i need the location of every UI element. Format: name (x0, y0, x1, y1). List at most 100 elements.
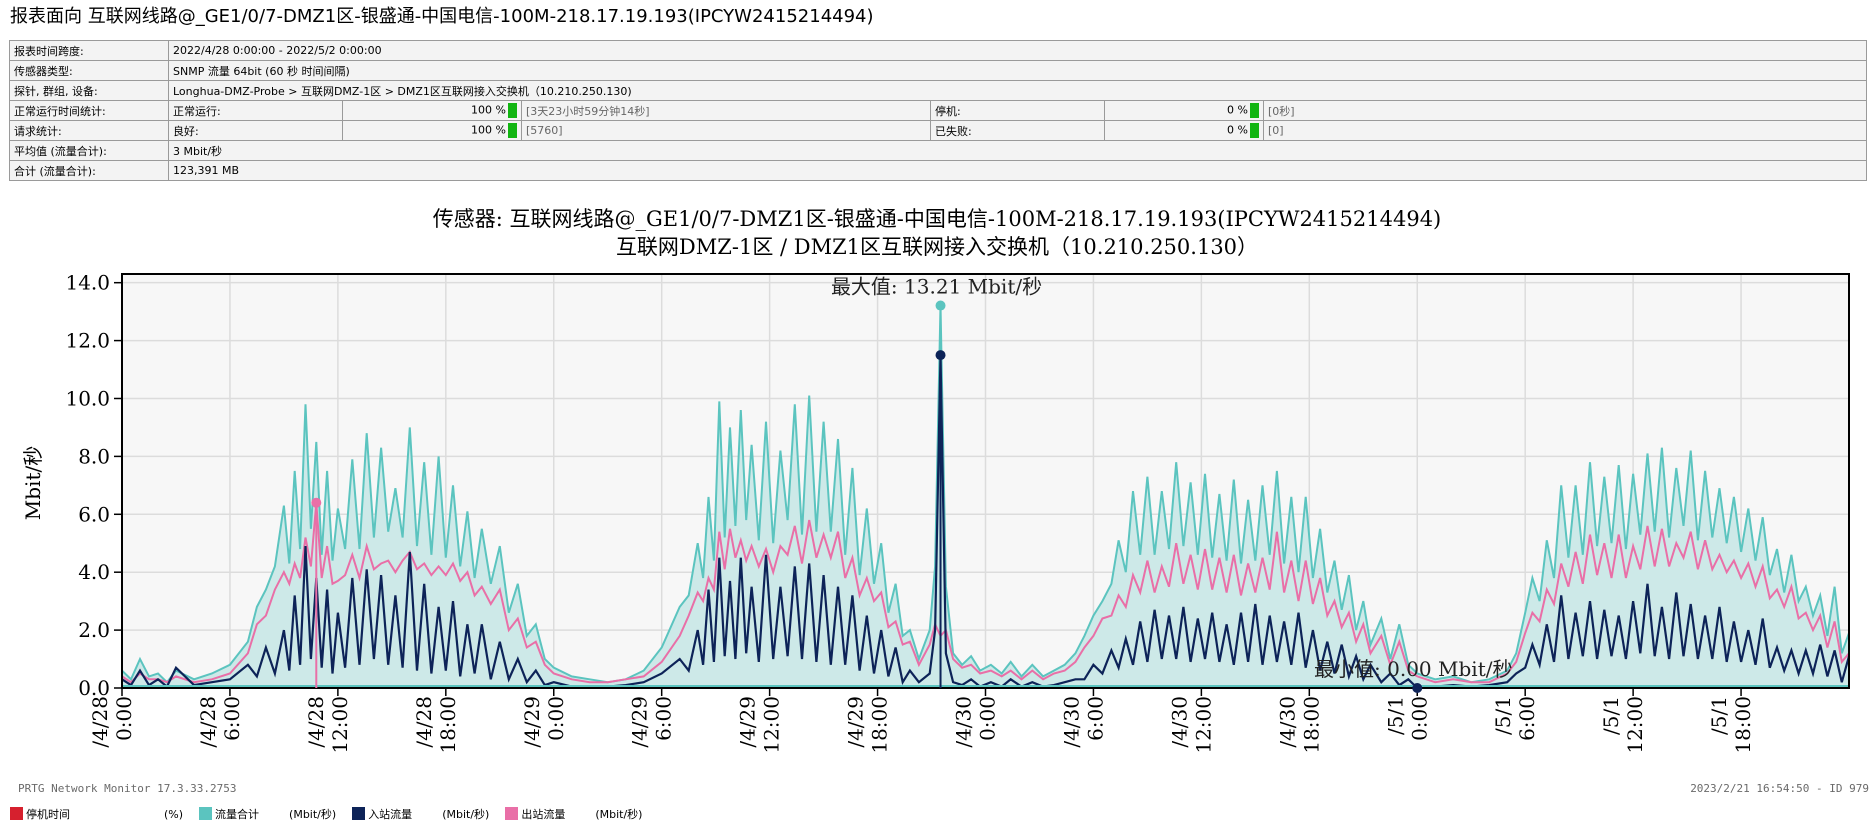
x-tick-label: /4/28 18:00 (412, 696, 460, 754)
x-tick-label: /4/28 12:00 (304, 696, 352, 754)
chart-title: 传感器: 互联网线路@_GE1/0/7-DMZ1区-银盛通-中国电信-100M-… (433, 207, 1442, 231)
path-label: 探针, 群组, 设备: (9, 80, 169, 101)
good-pct: 100 % (471, 123, 506, 137)
good-bar (508, 123, 517, 138)
fail-label: 已失败: (930, 120, 1105, 141)
y-tick-label: 6.0 (78, 502, 110, 526)
legend-unit-downtime: (%) (164, 808, 184, 821)
period-value: 2022/4/28 0:00:00 - 2022/5/2 0:00:00 (168, 40, 1867, 61)
period-label: 报表时间跨度: (9, 40, 169, 61)
x-tick-date: /4/29 (520, 696, 544, 748)
x-tick-date: /4/28 (196, 696, 220, 748)
report-title: 报表面向 互联网线路@_GE1/0/7-DMZ1区-银盛通-中国电信-100M-… (10, 6, 874, 27)
x-tick-date: /5/1 (1707, 696, 1731, 735)
marker-dot (1412, 683, 1423, 693)
x-tick-time: 0:00 (1407, 696, 1431, 741)
x-tick-label: /4/29 12:00 (736, 696, 784, 754)
x-tick-label: /4/30 6:00 (1059, 696, 1107, 748)
axes (114, 273, 1850, 696)
annotation-label: 最小值: 0.00 Mbit/秒 (1314, 657, 1512, 681)
x-tick-date: /4/30 (1275, 696, 1299, 748)
x-tick-date: /4/29 (736, 696, 760, 748)
y-tick-label: 10.0 (65, 386, 110, 410)
marker-dot (935, 300, 946, 311)
x-tick-label: /4/28 0:00 (88, 696, 136, 748)
x-tick-date: /4/28 (304, 696, 328, 748)
x-tick-time: 12:00 (1191, 696, 1215, 754)
legend-swatch-outbound (505, 807, 519, 820)
x-tick-label: /4/29 6:00 (628, 696, 676, 748)
down-pct: 0 % (1227, 103, 1248, 117)
plot-frame (121, 273, 1850, 689)
report-info-table: 报表时间跨度: 2022/4/28 0:00:00 - 2022/5/2 0:0… (9, 40, 1867, 181)
x-tick-date: /4/29 (844, 696, 868, 748)
down-label: 停机: (930, 100, 1105, 121)
x-tick-time: 0:00 (112, 696, 136, 741)
x-tick-date: /4/30 (1059, 696, 1083, 748)
y-tick-label: 8.0 (78, 444, 110, 468)
y-tick-label: 0.0 (78, 676, 110, 700)
series-area-total (122, 305, 1849, 688)
x-tick-date: /4/30 (952, 696, 976, 748)
x-tick-label: /5/1 0:00 (1383, 696, 1431, 741)
x-tick-label: /4/28 6:00 (196, 696, 244, 748)
annotation-label: 最大值: 13.21 Mbit/秒 (831, 275, 1042, 299)
x-tick-time: 12:00 (760, 696, 784, 754)
legend-label-outbound: 出站流量 (521, 808, 566, 821)
legend-unit-outbound: (Mbit/秒) (595, 808, 643, 821)
legend-swatch-total (199, 807, 213, 820)
legend-label-inbound: 入站流量 (368, 808, 413, 821)
down-pct-cell: 0 % (1104, 100, 1264, 121)
y-tick-label: 12.0 (65, 329, 110, 353)
x-tick-time: 18:00 (436, 696, 460, 754)
x-tick-label: /5/1 18:00 (1707, 696, 1755, 754)
total-label: 合计 (流量合计): (9, 160, 169, 181)
x-tick-label: /4/30 0:00 (952, 696, 1000, 748)
x-tick-time: 12:00 (328, 696, 352, 754)
x-tick-time: 18:00 (1299, 696, 1323, 754)
table-row: 正常运行时间统计: 正常运行: 100 % [3天23小时59分钟14秒] 停机… (9, 100, 1867, 121)
y-tick-label: 4.0 (78, 560, 110, 584)
x-tick-time: 0:00 (976, 696, 1000, 741)
y-tick-label: 14.0 (65, 271, 110, 295)
average-label: 平均值 (流量合计): (9, 140, 169, 161)
fail-pct: 0 % (1227, 123, 1248, 137)
x-tick-label: /4/29 18:00 (844, 696, 892, 754)
y-axis-label: Mbit/秒 (21, 446, 45, 520)
x-tick-date: /4/28 (412, 696, 436, 748)
marker-dot (311, 497, 322, 508)
x-tick-label: /4/30 18:00 (1275, 696, 1323, 754)
x-tick-time: 6:00 (1083, 696, 1107, 741)
x-tick-label: /4/29 0:00 (520, 696, 568, 748)
up-bar (508, 103, 517, 118)
x-tick-time: 6:00 (1515, 696, 1539, 741)
x-tick-date: /5/1 (1599, 696, 1623, 735)
down-detail: [0秒] (1263, 100, 1867, 121)
path-value: Longhua-DMZ-Probe > 互联网DMZ-1区 > DMZ1区互联网… (168, 80, 1867, 101)
legend-unit-total: (Mbit/秒) (289, 808, 337, 821)
x-tick-label: /5/1 6:00 (1491, 696, 1539, 741)
y-tick-label: 2.0 (78, 618, 110, 642)
x-tick-time: 6:00 (652, 696, 676, 741)
x-tick-label: /5/1 12:00 (1599, 696, 1647, 754)
sensor-type-label: 传感器类型: (9, 60, 169, 81)
table-row: 报表时间跨度: 2022/4/28 0:00:00 - 2022/5/2 0:0… (9, 40, 1867, 61)
legend-label-total: 流量合计 (215, 808, 260, 821)
series-line-outbound (121, 502, 1850, 684)
x-tick-date: /4/30 (1167, 696, 1191, 748)
fail-detail: [0] (1263, 120, 1867, 141)
legend-unit-inbound: (Mbit/秒) (442, 808, 490, 821)
table-row: 探针, 群组, 设备: Longhua-DMZ-Probe > 互联网DMZ-1… (9, 80, 1867, 101)
request-label: 请求统计: (9, 120, 169, 141)
x-tick-time: 0:00 (544, 696, 568, 741)
x-tick-time: 18:00 (868, 696, 892, 754)
legend-label-downtime: 停机时间 (26, 808, 70, 821)
x-tick-date: /4/28 (88, 696, 112, 748)
down-bar (1250, 103, 1259, 118)
table-row: 传感器类型: SNMP 流量 64bit (60 秒 时间间隔) (9, 60, 1867, 81)
legend: 停机时间 (%) 流量合计 (Mbit/秒) 入站流量 (Mbit/秒) 出站流量 (Mbit… (10, 806, 658, 822)
legend-swatch-inbound (352, 807, 366, 820)
up-pct: 100 % (471, 103, 506, 117)
x-tick-date: /5/1 (1383, 696, 1407, 735)
